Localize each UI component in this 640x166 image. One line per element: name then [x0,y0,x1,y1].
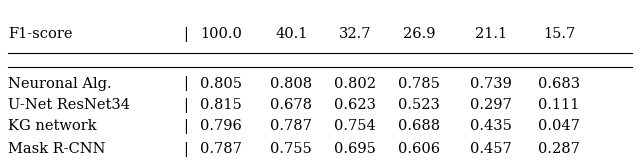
Text: |: | [183,27,188,42]
Text: 0.111: 0.111 [538,98,580,112]
Text: Neuronal Alg.: Neuronal Alg. [8,77,111,91]
Text: 0.678: 0.678 [270,98,312,112]
Text: 0.805: 0.805 [200,77,242,91]
Text: 15.7: 15.7 [543,27,575,41]
Text: 0.739: 0.739 [470,77,512,91]
Text: 0.808: 0.808 [270,77,312,91]
Text: 0.796: 0.796 [200,119,242,133]
Text: 0.754: 0.754 [334,119,376,133]
Text: 0.755: 0.755 [271,142,312,156]
Text: 0.606: 0.606 [397,142,440,156]
Text: 0.695: 0.695 [334,142,376,156]
Text: 0.287: 0.287 [538,142,580,156]
Text: 100.0: 100.0 [200,27,242,41]
Text: F1-score: F1-score [8,27,72,41]
Text: 32.7: 32.7 [339,27,371,41]
Text: 0.688: 0.688 [397,119,440,133]
Text: |: | [183,98,188,113]
Text: U-Net ResNet34: U-Net ResNet34 [8,98,130,112]
Text: 0.787: 0.787 [200,142,242,156]
Text: |: | [183,76,188,91]
Text: 0.623: 0.623 [334,98,376,112]
Text: 0.457: 0.457 [470,142,511,156]
Text: 0.435: 0.435 [470,119,512,133]
Text: 0.785: 0.785 [398,77,440,91]
Text: 0.523: 0.523 [398,98,440,112]
Text: |: | [183,142,188,157]
Text: 0.815: 0.815 [200,98,242,112]
Text: 0.802: 0.802 [334,77,376,91]
Text: 0.787: 0.787 [270,119,312,133]
Text: 0.047: 0.047 [538,119,580,133]
Text: 40.1: 40.1 [275,27,307,41]
Text: 21.1: 21.1 [475,27,507,41]
Text: 26.9: 26.9 [403,27,435,41]
Text: 0.683: 0.683 [538,77,580,91]
Text: Mask R-CNN: Mask R-CNN [8,142,105,156]
Text: 0.297: 0.297 [470,98,511,112]
Text: |: | [183,119,188,134]
Text: KG network: KG network [8,119,97,133]
